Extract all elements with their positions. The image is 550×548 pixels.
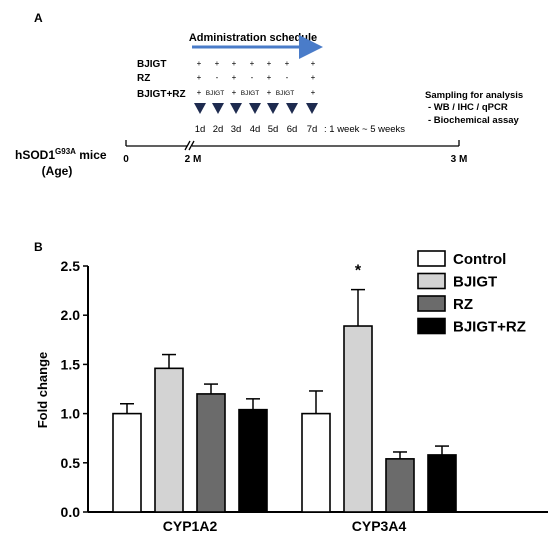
age-label: (Age) xyxy=(42,164,73,178)
group-label-rz: RZ xyxy=(137,73,150,84)
dose-triangle xyxy=(194,103,206,114)
y-tick-label: 2.5 xyxy=(61,258,81,274)
day-labels: 1d 2d 3d 4d 5d 6d 7d xyxy=(195,124,318,135)
dose-triangle xyxy=(267,103,279,114)
duration-label: : 1 week ~ 5 weeks xyxy=(324,124,405,135)
bar xyxy=(154,367,184,513)
dose-mark: - xyxy=(286,73,289,82)
timeline-break-1 xyxy=(184,140,191,151)
y-tick-label: 2.0 xyxy=(61,307,81,323)
bar xyxy=(196,393,226,513)
day-label: 3d xyxy=(231,124,242,135)
dose-triangle xyxy=(249,103,261,114)
legend-swatch xyxy=(417,272,446,290)
significance-marker: * xyxy=(355,263,362,280)
timeline-label-2m: 2 M xyxy=(185,154,202,165)
panel-a-label: A xyxy=(34,11,43,25)
dose-mark: + xyxy=(267,88,272,97)
dose-mark: + xyxy=(232,59,237,68)
legend-swatch xyxy=(417,317,446,335)
day-label: 4d xyxy=(250,124,261,135)
y-tick-label: 0.5 xyxy=(61,455,81,471)
dose-triangles xyxy=(194,103,318,114)
bar xyxy=(301,412,331,513)
panel-b-label: B xyxy=(34,240,43,254)
dose-mark: + xyxy=(250,59,255,68)
dose-triangle xyxy=(286,103,298,114)
bar xyxy=(385,458,415,513)
day-label: 6d xyxy=(287,124,298,135)
bar xyxy=(238,408,268,513)
x-category-label: CYP3A4 xyxy=(352,518,407,534)
timeline-break-2 xyxy=(188,140,195,151)
dose-mark: + xyxy=(215,59,220,68)
dose-mark: + xyxy=(232,88,237,97)
legend-label: RZ xyxy=(453,296,473,313)
legend-label: BJIGT+RZ xyxy=(453,319,526,336)
dose-mark: + xyxy=(267,59,272,68)
dose-note: BJIGT xyxy=(241,90,259,97)
dose-mark: + xyxy=(311,88,316,97)
sampling-item-2: - Biochemical assay xyxy=(428,115,520,126)
schedule-title: Administration schedule xyxy=(189,32,317,44)
sampling-title: Sampling for analysis xyxy=(425,90,523,101)
day-label: 7d xyxy=(307,124,318,135)
timeline-label-3m: 3 M xyxy=(451,154,468,165)
dose-mark: + xyxy=(311,73,316,82)
dose-mark: + xyxy=(197,59,202,68)
y-axis-title: Fold change xyxy=(35,352,50,429)
timeline-label-0: 0 xyxy=(123,154,129,165)
y-tick-label: 1.0 xyxy=(61,406,81,422)
dose-mark: + xyxy=(311,59,316,68)
bar xyxy=(112,412,142,513)
day-label: 1d xyxy=(195,124,206,135)
panel-b: B Fold change 0.0 0.5 1.0 1.5 2.0 2.5 CYP1A2 CY… xyxy=(34,240,548,534)
dose-triangle xyxy=(212,103,224,114)
panel-a: A Administration schedule BJIGT RZ BJIGT… xyxy=(15,11,523,178)
mice-label: hSOD1G93A mice xyxy=(15,147,107,162)
y-tick-label: 1.5 xyxy=(61,356,81,372)
x-category-label: CYP1A2 xyxy=(163,518,218,534)
dose-mark: + xyxy=(197,73,202,82)
day-label: 2d xyxy=(213,124,224,135)
legend-swatch xyxy=(417,250,446,267)
dose-mark: + xyxy=(285,59,290,68)
dose-mark: - xyxy=(251,73,254,82)
dose-triangle xyxy=(230,103,242,114)
sampling-item-1: - WB / IHC / qPCR xyxy=(428,102,508,113)
legend: Control BJIGT RZ BJIGT+RZ xyxy=(417,250,526,336)
dose-note: BJIGT xyxy=(276,90,294,97)
dosing-mark-grid: + + + + + + + + - + - + - + + + + + BJIGT BJIGT BJIGT xyxy=(197,59,316,97)
group-label-bjigt: BJIGT xyxy=(137,59,166,70)
group-label-combo: BJIGT+RZ xyxy=(137,89,186,100)
dose-mark: - xyxy=(216,73,219,82)
dose-note: BJIGT xyxy=(206,90,224,97)
day-label: 5d xyxy=(268,124,279,135)
legend-label: BJIGT xyxy=(453,274,497,291)
legend-label: Control xyxy=(453,251,506,268)
y-tick-label: 0.0 xyxy=(61,504,81,520)
dose-triangle xyxy=(306,103,318,114)
bar xyxy=(427,454,457,513)
dose-mark: + xyxy=(197,88,202,97)
legend-swatch xyxy=(417,295,446,312)
bar-chart: 0.0 0.5 1.0 1.5 2.0 2.5 CYP1A2 CYP3A4 * xyxy=(61,258,548,534)
dose-mark: + xyxy=(232,73,237,82)
bar xyxy=(343,325,373,513)
dose-mark: + xyxy=(267,73,272,82)
